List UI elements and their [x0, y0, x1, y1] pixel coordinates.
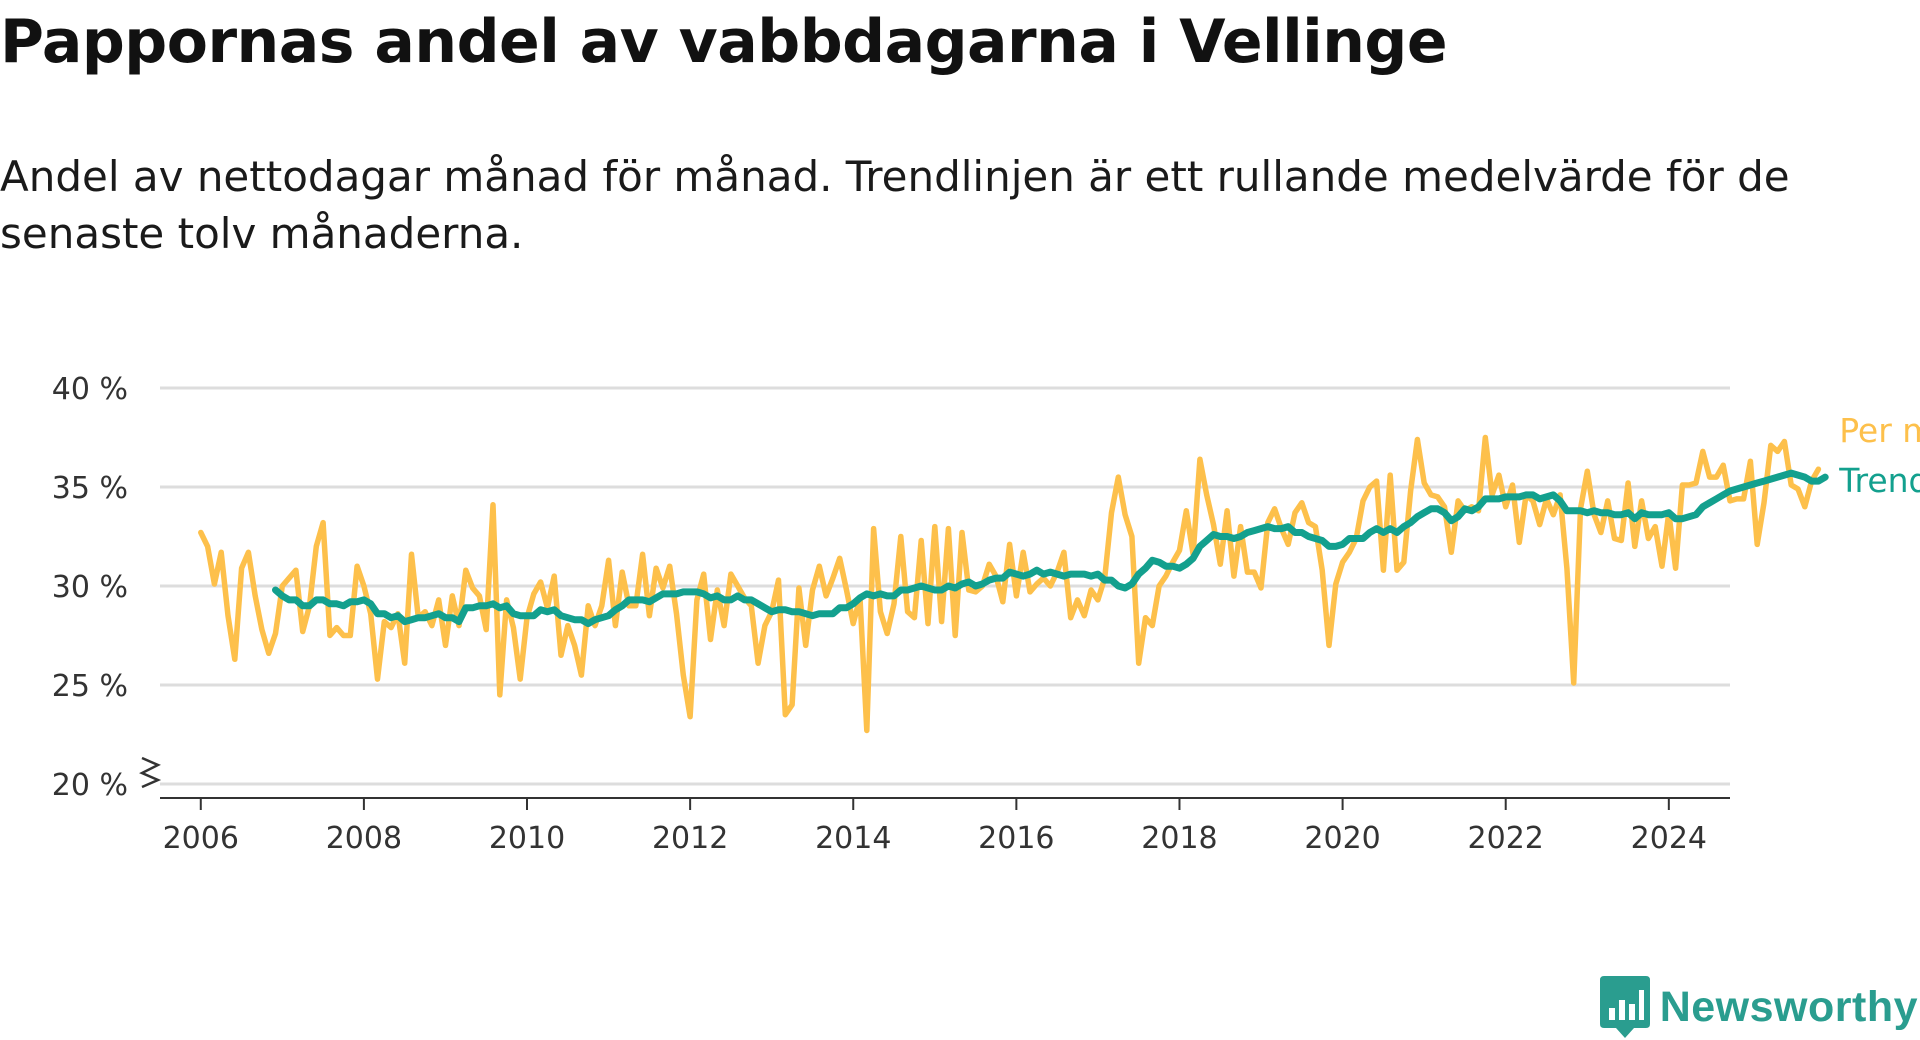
y-axis: 20 % 25 % 30 % 35 % 40 % — [52, 372, 162, 803]
chart-subtitle: Andel av nettodagar månad för månad. Tre… — [0, 152, 1790, 258]
series-line-per-manad — [198, 434, 1822, 734]
y-gridlines — [160, 386, 1730, 786]
y-tick-label-20: 20 % — [52, 768, 128, 803]
x-tick-label-2018: 2018 — [1141, 821, 1217, 856]
series-line-trend — [272, 469, 1829, 628]
y-tick-label-35: 35 % — [52, 471, 128, 506]
y-axis-break-icon — [139, 756, 162, 789]
x-tick-label-2008: 2008 — [326, 821, 402, 856]
x-tick-label-2010: 2010 — [489, 821, 565, 856]
y-tick-label-30: 30 % — [52, 570, 128, 605]
x-tick-label-2022: 2022 — [1468, 821, 1544, 856]
x-tick-label-2016: 2016 — [978, 821, 1054, 856]
x-tick-label-2006: 2006 — [163, 821, 239, 856]
x-tick-label-2014: 2014 — [815, 821, 891, 856]
x-axis: 2006 2008 2010 2012 2014 2016 2018 2020 2022 2024 — [160, 797, 1730, 856]
x-tick-label-2012: 2012 — [652, 821, 728, 856]
legend-label-trend: Trend — [1838, 461, 1920, 500]
legend-label-per-manad: Per månad — [1839, 411, 1920, 450]
x-tick-label-2020: 2020 — [1304, 821, 1380, 856]
newsworthy-bar-chart-icon — [1599, 976, 1650, 1038]
y-tick-label-25: 25 % — [52, 669, 128, 704]
line-labels: Per månad Trend — [1838, 411, 1920, 500]
x-tick-label-2024: 2024 — [1631, 821, 1707, 856]
brand-name: Newsworthy — [1659, 982, 1918, 1031]
series-lines — [198, 434, 1829, 734]
chart-title: Pappornas andel av vabbdagarna i Velling… — [0, 7, 1448, 77]
y-tick-label-40: 40 % — [52, 372, 128, 407]
newsworthy-logo: Newsworthy — [1599, 976, 1918, 1038]
